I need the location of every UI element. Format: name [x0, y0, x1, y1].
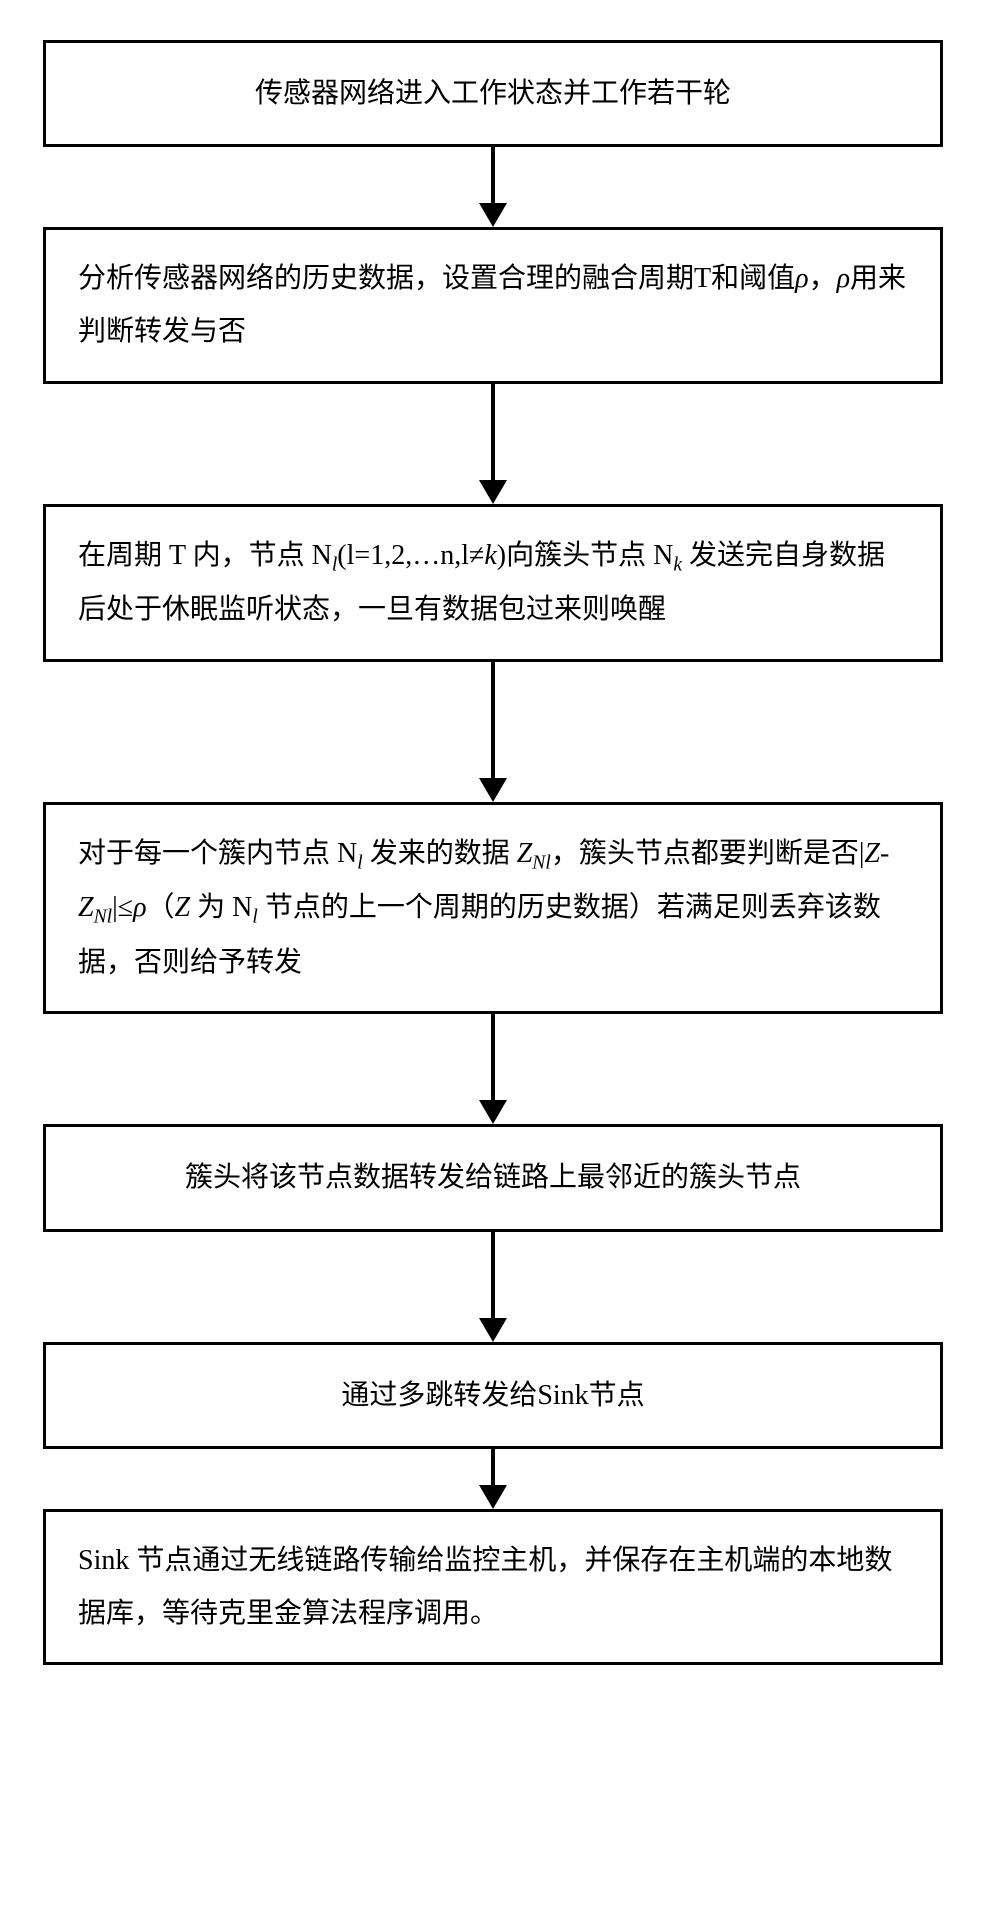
- flow-arrow-2: [479, 662, 507, 802]
- flow-step-step5: 簇头将该节点数据转发给链路上最邻近的簇头节点: [43, 1124, 943, 1231]
- flow-arrow-4: [479, 1232, 507, 1342]
- flowchart-container: 传感器网络进入工作状态并工作若干轮分析传感器网络的历史数据，设置合理的融合周期T…: [43, 40, 943, 1665]
- flow-step-step3: 在周期 T 内，节点 Nl(l=1,2,…n,l≠k)向簇头节点 Nk 发送完自…: [43, 504, 943, 662]
- flow-step-step2: 分析传感器网络的历史数据，设置合理的融合周期T和阈值ρ，ρ用来判断转发与否: [43, 227, 943, 383]
- flow-arrow-0: [479, 147, 507, 227]
- flow-arrow-1: [479, 384, 507, 504]
- flow-step-step4: 对于每一个簇内节点 Nl 发来的数据 ZNl，簇头节点都要判断是否|Z-ZNl|…: [43, 802, 943, 1015]
- flow-step-step6: 通过多跳转发给Sink节点: [43, 1342, 943, 1449]
- flow-arrow-5: [479, 1449, 507, 1509]
- flow-step-step7: Sink 节点通过无线链路传输给监控主机，并保存在主机端的本地数据库，等待克里金…: [43, 1509, 943, 1665]
- flow-arrow-3: [479, 1014, 507, 1124]
- flow-step-step1: 传感器网络进入工作状态并工作若干轮: [43, 40, 943, 147]
